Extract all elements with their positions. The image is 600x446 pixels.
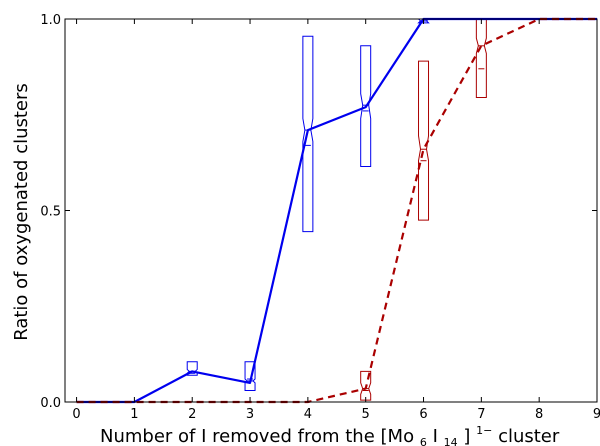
series-1-line	[76, 17, 597, 404]
x-axis-title-formula-1: [Mo	[381, 426, 415, 446]
x-tick-label: 6	[419, 407, 427, 422]
axes-layer: 0 1 2 3 4 5 6 7 8 9 0.0 0.5 1.0	[40, 13, 600, 422]
x-tick-label: 7	[477, 407, 485, 422]
x-tick-label: 1	[130, 407, 138, 422]
y-axis-title: Ratio of oxygenated clusters	[11, 83, 32, 341]
x-tick-label: 2	[188, 407, 196, 422]
y-tick-label: 1.0	[40, 13, 61, 28]
x-axis-title: Number of I removed from the [Mo 6 I 14 …	[100, 418, 560, 446]
x-tick-label: 0	[72, 407, 80, 422]
box	[186, 361, 198, 376]
x-axis-title-formula-sub-2: 14	[444, 436, 458, 446]
box	[418, 60, 430, 221]
x-axis-title-formula-2: I	[433, 426, 438, 446]
x-axis-title-formula-sup: 1−	[476, 424, 492, 437]
x-tick-label: 3	[246, 407, 254, 422]
series-2-boxes	[360, 18, 487, 401]
y-tick-label: 0.0	[40, 396, 61, 411]
x-axis-title-formula-3: ]	[463, 426, 470, 446]
x-tick-label: 4	[304, 407, 312, 422]
x-tick-label: 5	[362, 407, 370, 422]
x-axis-title-prefix: Number of I removed from the	[100, 426, 381, 446]
x-axis-title-formula-sub-1: 6	[420, 436, 427, 446]
plot-layer	[76, 17, 597, 404]
y-tick-label: 0.5	[40, 205, 61, 220]
x-tick-label: 8	[535, 407, 543, 422]
series-2-line	[76, 17, 597, 404]
x-tick-label: 9	[593, 407, 600, 422]
plot-frame	[64, 18, 598, 403]
series-1-boxes	[186, 18, 430, 392]
box	[475, 18, 487, 99]
box	[302, 35, 314, 233]
x-axis-title-suffix: cluster	[498, 426, 560, 446]
box	[360, 370, 372, 401]
